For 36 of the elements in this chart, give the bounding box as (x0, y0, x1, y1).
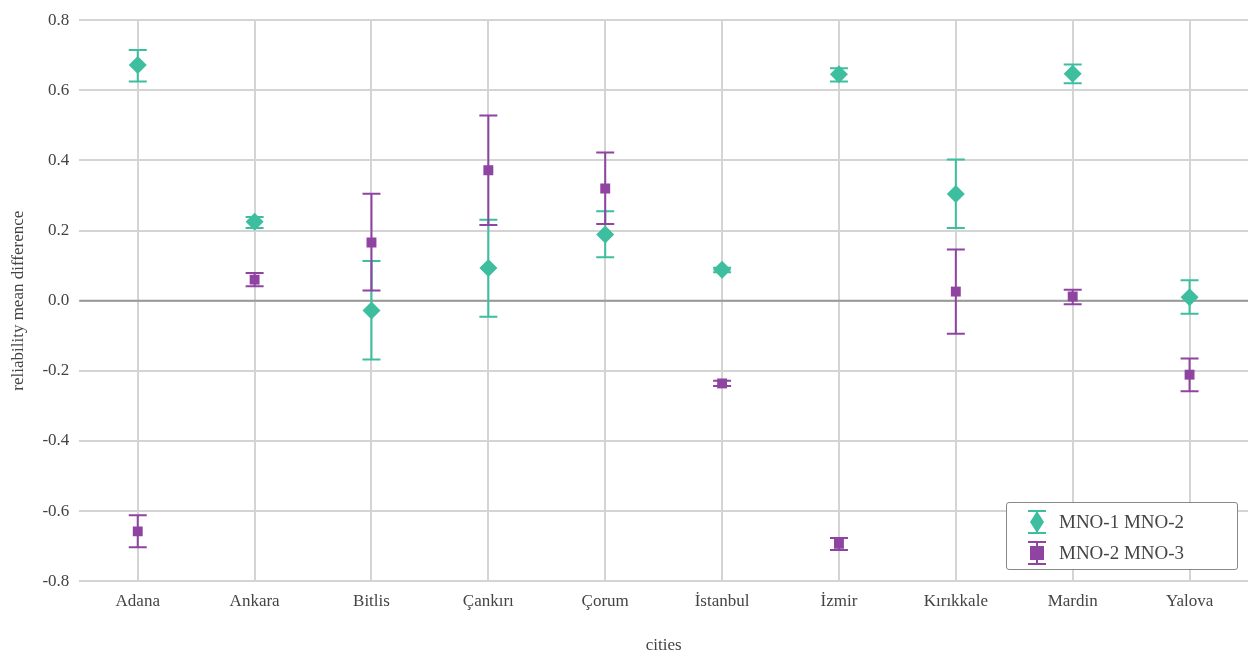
x-tick-label: Mardin (1047, 590, 1099, 610)
x-tick-label: İzmir (820, 590, 858, 610)
point (362, 301, 381, 320)
x-tick-label: Kırıkkale (923, 590, 988, 610)
point (950, 286, 961, 297)
point (479, 259, 498, 278)
x-axis-title: cities (645, 635, 682, 655)
x-tick-label: Bitlis (353, 590, 390, 610)
x-tick-label: Adana (115, 590, 161, 610)
point (1184, 369, 1195, 380)
point (1180, 288, 1199, 307)
point (717, 378, 728, 389)
y-tick-label: 0.2 (48, 220, 70, 240)
x-tick-label: İstanbul (694, 590, 750, 610)
legend-label: MNO-2 MNO-3 (1059, 541, 1185, 564)
point (132, 526, 143, 537)
x-tick-label: Ankara (229, 590, 281, 610)
y-tick-label: -0.2 (42, 360, 70, 380)
point (946, 185, 965, 204)
y-tick-label: -0.6 (42, 500, 70, 520)
point (128, 56, 147, 75)
x-tick-label: Çankırı (462, 590, 515, 610)
y-tick-label: -0.8 (42, 570, 70, 590)
point (596, 225, 615, 244)
y-tick-label: 0.0 (48, 290, 70, 310)
y-tick-label: 0.8 (48, 9, 70, 29)
y-tick-label: 0.4 (48, 149, 70, 169)
x-tick-label: Çorum (581, 590, 629, 610)
point (713, 260, 732, 279)
point (600, 183, 611, 194)
point (483, 165, 494, 176)
x-tick-label: Yalova (1165, 590, 1214, 610)
y-tick-label: 0.6 (48, 79, 70, 99)
legend-label: MNO-1 MNO-2 (1059, 510, 1185, 533)
y-tick-label: -0.4 (42, 430, 70, 450)
y-axis-title: reliability mean difference (7, 210, 27, 391)
